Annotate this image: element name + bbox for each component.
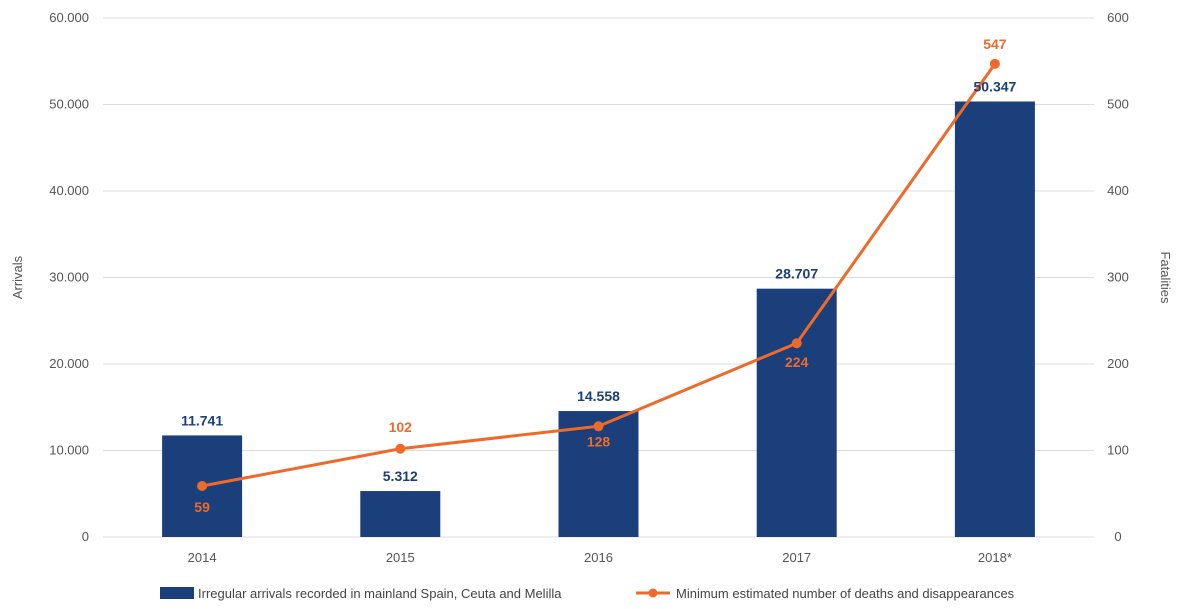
x-tick-label: 2015 — [386, 550, 415, 565]
line-data-label: 547 — [983, 36, 1007, 52]
line-data-label: 59 — [194, 499, 210, 515]
line-point — [593, 421, 604, 432]
line-data-label: 224 — [785, 354, 809, 370]
y2-tick-label: 200 — [1107, 356, 1129, 371]
line-data-label: 128 — [587, 433, 611, 449]
bar-data-label: 14.558 — [577, 388, 620, 404]
data-labels: 11.741 5.312 14.558 28.707 50.347 59 102 128 224… — [181, 36, 1016, 515]
legend-label-line: Minimum estimated number of deaths and d… — [676, 586, 1015, 601]
y-tick-label: 20.000 — [49, 356, 89, 371]
legend: Irregular arrivals recorded in mainland … — [160, 586, 1015, 601]
bar-data-label: 50.347 — [973, 78, 1016, 94]
line-series — [197, 58, 1000, 491]
bar-data-label: 5.312 — [383, 468, 418, 484]
y-tick-label: 30.000 — [49, 270, 89, 285]
y-axis-title: Arrivals — [10, 255, 25, 299]
bar — [558, 411, 639, 537]
y2-tick-label: 500 — [1107, 97, 1129, 112]
line-point — [395, 443, 406, 454]
y2-tick-label: 400 — [1107, 183, 1129, 198]
y-tick-label: 60.000 — [49, 10, 89, 25]
line-point — [791, 338, 802, 349]
bar — [360, 491, 441, 537]
bars — [162, 101, 1035, 538]
line-data-label: 102 — [389, 419, 413, 435]
y-tick-label: 0 — [82, 529, 89, 544]
axes: 0 10.000 20.000 30.000 40.000 50.000 60.000 0 10… — [10, 10, 1173, 565]
y2-axis-title: Fatalities — [1158, 251, 1173, 304]
y-tick-label: 40.000 — [49, 183, 89, 198]
legend-swatch-bar — [160, 587, 194, 599]
x-tick-label: 2017 — [782, 550, 811, 565]
line-point — [989, 58, 1000, 69]
bar — [954, 101, 1035, 538]
x-tick-label: 2016 — [584, 550, 613, 565]
bar — [756, 288, 837, 537]
y2-tick-label: 100 — [1107, 443, 1129, 458]
bar-data-label: 11.741 — [181, 412, 223, 428]
legend-label-bar: Irregular arrivals recorded in mainland … — [198, 586, 562, 601]
y-tick-label: 10.000 — [49, 443, 89, 458]
y2-tick-label: 600 — [1107, 10, 1129, 25]
x-tick-label: 2018* — [978, 550, 1012, 565]
line-point — [197, 480, 208, 491]
bar-data-label: 28.707 — [775, 266, 818, 282]
y2-tick-label: 300 — [1107, 270, 1129, 285]
legend-swatch-marker — [648, 588, 658, 598]
x-tick-label: 2014 — [188, 550, 217, 565]
y-tick-label: 50.000 — [49, 97, 89, 112]
y2-tick-label: 0 — [1114, 529, 1121, 544]
gridlines — [103, 17, 1094, 538]
